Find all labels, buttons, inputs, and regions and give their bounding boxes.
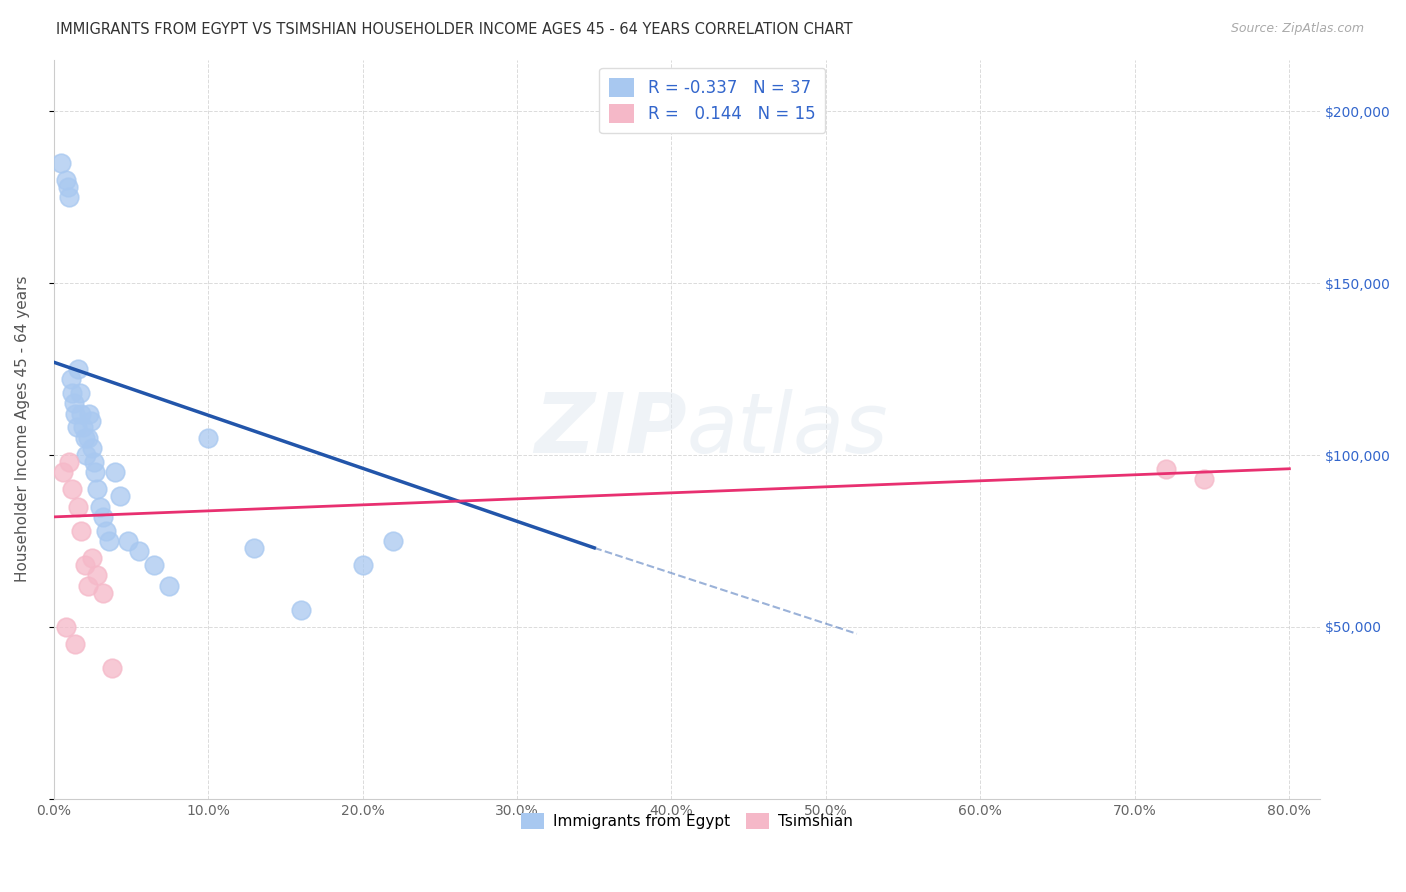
Legend: Immigrants from Egypt, Tsimshian: Immigrants from Egypt, Tsimshian [515, 807, 859, 836]
Point [197, 431, 219, 445]
Point [66, 420, 89, 434]
Point [352, 558, 374, 572]
Point [91, 585, 114, 599]
Point [67, 500, 90, 514]
Point [72, 420, 94, 434]
Point [108, 489, 131, 503]
Point [159, 579, 181, 593]
Point [128, 544, 150, 558]
Point [91, 509, 114, 524]
Text: atlas: atlas [688, 389, 889, 470]
Point [243, 541, 266, 555]
Point [76, 579, 98, 593]
Point [101, 661, 124, 675]
Point [70, 407, 93, 421]
Point [73, 558, 96, 572]
Y-axis label: Householder Income Ages 45 - 64 years: Householder Income Ages 45 - 64 years [15, 276, 30, 582]
Point [82, 551, 104, 566]
Point [58, 455, 80, 469]
Point [382, 533, 405, 548]
Point [60, 483, 83, 497]
Point [59, 372, 82, 386]
Point [62, 396, 84, 410]
Point [67, 362, 90, 376]
Point [86, 568, 108, 582]
Point [290, 603, 312, 617]
Point [60, 386, 83, 401]
Point [58, 190, 80, 204]
Point [65, 407, 87, 421]
Point [55, 173, 77, 187]
Point [98, 533, 121, 548]
Point [1194, 472, 1216, 486]
Point [77, 407, 100, 421]
Point [94, 524, 117, 538]
Point [69, 386, 91, 401]
Point [143, 558, 166, 572]
Text: ZIP: ZIP [534, 389, 688, 470]
Point [52, 465, 75, 479]
Point [1154, 462, 1177, 476]
Text: IMMIGRANTS FROM EGYPT VS TSIMSHIAN HOUSEHOLDER INCOME AGES 45 - 64 YEARS CORRELA: IMMIGRANTS FROM EGYPT VS TSIMSHIAN HOUSE… [56, 22, 853, 37]
Point [89, 500, 111, 514]
Point [104, 465, 127, 479]
Point [79, 414, 101, 428]
Point [55, 620, 77, 634]
Point [56, 179, 79, 194]
Point [84, 465, 107, 479]
Point [51, 155, 73, 169]
Point [86, 483, 108, 497]
Point [83, 455, 105, 469]
Point [117, 533, 139, 548]
Point [76, 431, 98, 445]
Point [75, 448, 97, 462]
Point [65, 637, 87, 651]
Point [70, 524, 93, 538]
Text: Source: ZipAtlas.com: Source: ZipAtlas.com [1230, 22, 1364, 36]
Point [82, 441, 104, 455]
Point [73, 431, 96, 445]
